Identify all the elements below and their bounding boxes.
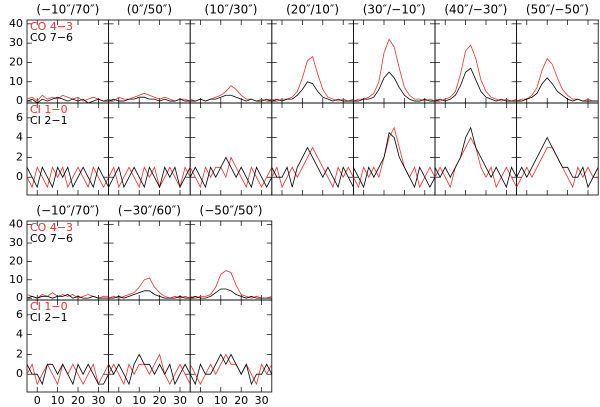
panel-title: (−30″/60″)	[118, 204, 181, 218]
y-tick-label: 30	[9, 36, 23, 49]
spectrum-line	[516, 77, 599, 102]
spectrum-line	[108, 166, 191, 189]
legend-label: CI 2−1	[30, 311, 68, 324]
x-tick-label: 30	[173, 394, 187, 407]
panel-title: (10″/30″)	[205, 3, 258, 17]
legend-label: CI 1−0	[30, 300, 68, 313]
x-tick-label: 0	[197, 394, 204, 407]
spectrum-line	[189, 353, 273, 386]
spectrum-line	[516, 147, 599, 189]
spectrum-line	[26, 94, 109, 102]
spectrum-line	[189, 353, 273, 386]
y-tick-label: 2	[16, 347, 23, 360]
legend-label: CI 1−0	[30, 103, 68, 116]
y-tick-label: 10	[9, 75, 23, 88]
spectrum-line	[516, 57, 599, 102]
legend-label: CI 2−1	[30, 114, 68, 127]
y-tick-label: 2	[16, 150, 23, 163]
y-tick-label: 0	[16, 291, 23, 304]
y-tick-label: 20	[9, 254, 23, 267]
panel-frame	[516, 19, 599, 104]
spectrum-line	[26, 166, 109, 189]
y-tick-label: 0	[16, 170, 23, 183]
spectrum-line	[26, 96, 109, 104]
spectrum-line	[26, 363, 109, 386]
panel-title: (−10″/70″)	[36, 3, 99, 17]
y-tick-label: 30	[9, 236, 23, 249]
x-tick-label: 20	[234, 394, 248, 407]
panel-frame	[189, 220, 273, 301]
legend-label: CO 4−3	[30, 20, 73, 33]
x-tick-label: 10	[214, 394, 228, 407]
x-tick-label: 30	[255, 394, 269, 407]
spectrum-line	[26, 166, 109, 189]
spectrum-line	[190, 94, 272, 102]
y-tick-label: 40	[9, 17, 23, 30]
spectrum-line	[190, 288, 272, 299]
panel-frame	[271, 102, 354, 196]
spectrum-line	[108, 290, 191, 299]
spectrum-line	[108, 353, 191, 386]
spectrum-line	[108, 353, 191, 386]
panel-frame	[352, 19, 436, 104]
panel-frame	[516, 102, 599, 196]
panel-frame	[108, 220, 191, 301]
spectrum-line	[434, 136, 517, 189]
spectrum-line	[353, 71, 435, 102]
spectrum-line	[189, 156, 273, 189]
panel-title: (40″/−30″)	[444, 3, 507, 17]
x-tick-label: 10	[132, 394, 146, 407]
spectrum-line	[189, 156, 273, 189]
spectrum-line	[434, 44, 517, 102]
spectrum-line	[108, 277, 191, 299]
x-tick-label: 30	[91, 394, 105, 407]
y-tick-label: 20	[9, 55, 23, 68]
spectrum-line	[108, 166, 191, 189]
x-tick-label: 0	[115, 394, 122, 407]
y-tick-label: 4	[16, 131, 23, 144]
spectrum-line	[190, 85, 272, 102]
y-tick-label: 10	[9, 273, 23, 286]
spectrum-line	[353, 38, 436, 102]
x-tick-label: 20	[153, 394, 167, 407]
panel-frame	[271, 19, 354, 104]
x-tick-label: 20	[71, 394, 85, 407]
spectrum-line	[271, 146, 354, 189]
panel-title: (−10″/70″)	[36, 204, 99, 218]
spectrum-line	[434, 67, 517, 102]
legend-label: CO 7−6	[30, 232, 73, 245]
spectrum-line	[26, 294, 109, 299]
y-tick-label: 6	[16, 111, 23, 124]
legend-label: CO 4−3	[30, 221, 73, 234]
panel-frame	[108, 19, 191, 104]
x-tick-label: 10	[51, 394, 65, 407]
spectrum-line	[516, 136, 599, 189]
panel-frame	[434, 19, 517, 104]
y-tick-label: 0	[16, 367, 23, 380]
x-tick-label: 0	[34, 394, 41, 407]
y-tick-label: 0	[16, 94, 23, 107]
y-tick-label: 6	[16, 308, 23, 321]
panel-frame	[108, 102, 191, 196]
spectrum-line	[434, 126, 517, 189]
spectrum-line	[353, 131, 436, 189]
spectrum-line	[271, 81, 354, 102]
spectrum-line	[271, 146, 354, 189]
legend-label: CO 7−6	[30, 31, 73, 44]
panel-frame	[189, 19, 273, 104]
spectrum-line	[271, 56, 354, 102]
y-tick-label: 4	[16, 328, 23, 341]
spectrum-line	[108, 96, 191, 102]
panel-title: (0″/50″)	[127, 3, 172, 17]
panel-title: (20″/10″)	[286, 3, 339, 17]
panel-title: (30″/−10″)	[363, 3, 426, 17]
spectrum-line	[190, 270, 272, 299]
panel-title: (50″/−50″)	[526, 3, 589, 17]
panel-title: (−50″/50″)	[200, 204, 263, 218]
panel-frame	[189, 299, 273, 393]
y-tick-label: 40	[9, 218, 23, 231]
